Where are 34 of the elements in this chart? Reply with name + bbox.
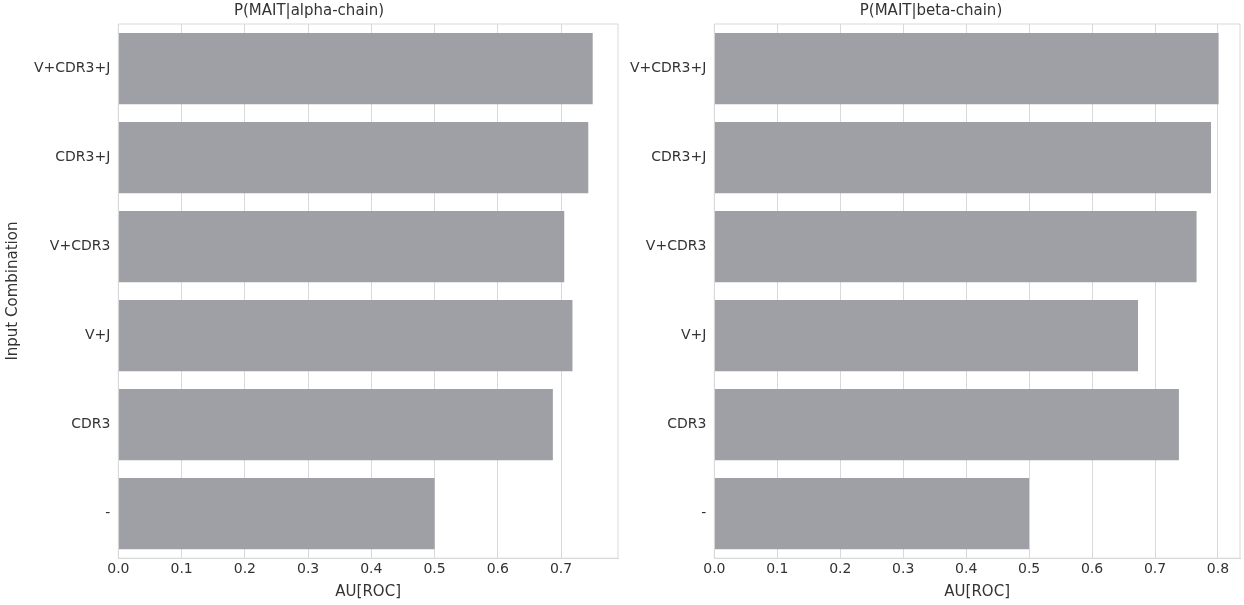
chart-title: P(MAIT|beta-chain) (859, 0, 1003, 19)
x-tick-label: 0.8 (1206, 560, 1230, 577)
x-tick-label: 0.3 (892, 560, 915, 577)
y-tick-label: V+CDR3 (645, 237, 707, 254)
x-tick-label: 0.5 (423, 560, 446, 577)
x-tick-label: 0.4 (360, 560, 383, 577)
x-tick-label: 0.6 (486, 560, 510, 577)
y-tick-label: CDR3 (71, 415, 111, 432)
x-tick-label: 0.2 (829, 560, 852, 577)
y-tick-label: V+CDR3 (49, 237, 111, 254)
chart-title: P(MAIT|alpha-chain) (233, 0, 385, 19)
x-tick-label: 0.5 (1017, 560, 1041, 577)
x-axis-title: AU[ROC] (944, 581, 1011, 600)
x-axis-title: AU[ROC] (335, 581, 402, 600)
x-tick-label: 0.7 (1143, 560, 1167, 577)
y-axis-title: Input Combination (2, 221, 21, 361)
x-tick-label: 0.4 (955, 560, 978, 577)
y-tick-label: V+J (680, 326, 707, 343)
x-tick-label: 0.2 (233, 560, 256, 577)
y-tick-label: CDR3 (667, 415, 707, 432)
x-tick-label: 0.7 (549, 560, 573, 577)
x-tick-label: 0.0 (107, 560, 130, 577)
y-tick-label: V+CDR3+J (34, 59, 111, 76)
y-tick-label: - (701, 504, 707, 521)
x-tick-label: 0.1 (766, 560, 789, 577)
y-tick-label: - (105, 504, 111, 521)
x-tick-label: 0.1 (170, 560, 193, 577)
x-tick-label: 0.0 (703, 560, 726, 577)
y-tick-label: V+J (84, 326, 111, 343)
y-tick-label: V+CDR3+J (630, 59, 707, 76)
x-tick-label: 0.3 (296, 560, 320, 577)
y-tick-label: CDR3+J (651, 148, 707, 165)
y-tick-label: CDR3+J (55, 148, 111, 165)
x-tick-label: 0.6 (1080, 560, 1104, 577)
